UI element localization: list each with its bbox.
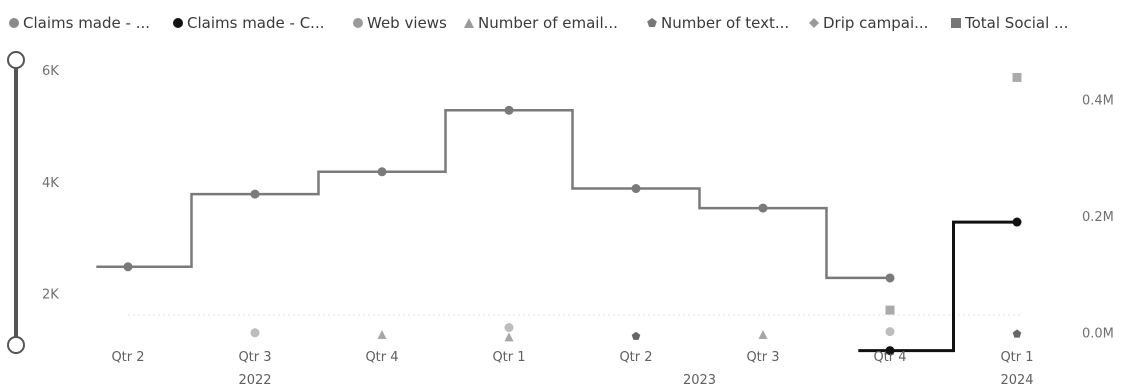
data-point (377, 167, 387, 177)
data-point (758, 330, 768, 340)
series-number-of-text (631, 329, 1022, 340)
data-point (377, 330, 387, 340)
circle-icon (353, 18, 363, 28)
quarter-label: Qtr 1 (1000, 350, 1033, 365)
square-icon (951, 18, 961, 28)
data-point (885, 273, 895, 283)
data-point (1012, 72, 1022, 82)
data-point (631, 331, 641, 340)
series-number-of-email (377, 330, 768, 342)
data-point (504, 105, 514, 115)
quarter-label: Qtr 3 (746, 350, 779, 365)
legend-label: Number of text... (661, 14, 789, 32)
legend-label: Number of email... (478, 14, 618, 32)
legend[interactable]: Claims made - ... Claims made - C... Web v… (9, 14, 1068, 32)
data-point (504, 332, 514, 342)
data-point (504, 323, 514, 333)
quarter-label: Qtr 1 (492, 350, 525, 365)
quarter-label: Qtr 3 (238, 350, 271, 365)
quarter-label: Qtr 4 (873, 350, 906, 365)
plot-area (96, 72, 1022, 356)
left-tick-label: 4K (42, 176, 59, 191)
legend-label: Claims made - ... (23, 14, 150, 32)
year-label: 2023 (683, 373, 716, 387)
data-point (885, 346, 895, 356)
legend-item-total-social[interactable]: Total Social ... (951, 14, 1068, 32)
series-total-social (885, 72, 1022, 315)
slider-top-handle[interactable] (7, 51, 25, 69)
year-label: 2022 (238, 373, 271, 387)
series-line (858, 220, 1017, 353)
legend-item-web-views[interactable]: Web views (353, 14, 447, 32)
data-point (1012, 329, 1022, 338)
series-claims-made (96, 105, 895, 283)
legend-item-number-of-text[interactable]: Number of text... (647, 14, 789, 32)
right-tick-label: 0.4M (1082, 94, 1114, 109)
x-axis: Qtr 2 Qtr 3 Qtr 4 Qtr 1 Qtr 2 Qtr 3 Qtr 4 Qtr 1… (111, 350, 1033, 387)
year-label: 2024 (1000, 373, 1033, 387)
right-axis: 0.0M 0.2M 0.4M (1082, 94, 1114, 342)
right-tick-label: 0.0M (1082, 326, 1114, 341)
quarter-label: Qtr 2 (111, 350, 144, 365)
right-tick-label: 0.2M (1082, 210, 1114, 225)
circle-icon (173, 18, 183, 28)
legend-label: Total Social ... (964, 14, 1068, 32)
legend-item-claims-made-c[interactable]: Claims made - C... (173, 14, 324, 32)
quarter-label: Qtr 2 (619, 350, 652, 365)
left-axis: 2K 4K 6K (42, 64, 59, 303)
legend-label: Claims made - C... (187, 14, 324, 32)
series-web-views (250, 323, 895, 338)
data-point (1012, 217, 1022, 227)
data-point (250, 189, 260, 199)
left-tick-label: 2K (42, 288, 59, 303)
data-point (631, 184, 641, 194)
pentagon-icon (647, 18, 657, 27)
circle-icon (9, 18, 19, 28)
legend-label: Drip campai... (823, 14, 928, 32)
data-point (885, 327, 895, 337)
diamond-icon (809, 18, 819, 28)
triangle-icon (464, 18, 474, 28)
legend-item-claims-made[interactable]: Claims made - ... (9, 14, 150, 32)
data-point (250, 328, 260, 338)
legend-item-number-of-email[interactable]: Number of email... (464, 14, 618, 32)
left-tick-label: 6K (42, 64, 59, 79)
data-point (885, 305, 895, 315)
data-point (123, 262, 133, 272)
slider-bottom-handle[interactable] (7, 336, 25, 354)
legend-item-drip-campai[interactable]: Drip campai... (809, 14, 928, 32)
left-axis-range-slider[interactable] (7, 51, 25, 354)
legend-label: Web views (367, 14, 447, 32)
data-point (758, 203, 768, 213)
series-claims-made-c (858, 217, 1022, 356)
series-line (96, 109, 890, 280)
quarter-label: Qtr 4 (365, 350, 398, 365)
